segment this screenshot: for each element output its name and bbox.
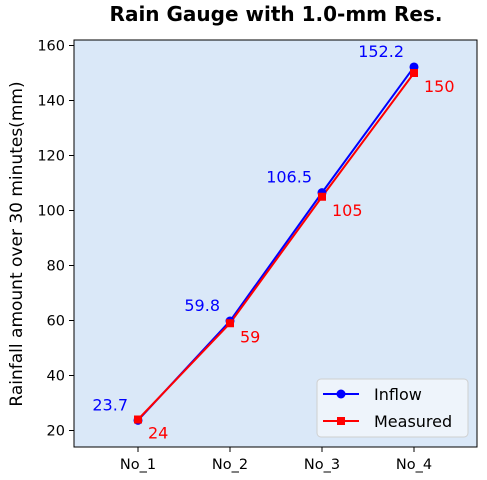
data-label-measured: 24 xyxy=(148,424,168,443)
series-layer: 23.7 59.8 106.5 152.2 24 59 105 150 xyxy=(92,42,454,443)
data-label-inflow: 23.7 xyxy=(92,395,128,414)
x-tick-label: No_3 xyxy=(304,457,340,473)
y-tick-label: 120 xyxy=(37,149,65,165)
legend-measured-marker xyxy=(337,417,345,425)
y-tick-label: 140 xyxy=(37,94,65,110)
y-tick-label: 100 xyxy=(37,204,65,220)
data-label-measured: 59 xyxy=(240,327,260,346)
data-point-measured xyxy=(410,69,418,77)
y-tick-label: 80 xyxy=(47,259,65,275)
data-label-inflow: 106.5 xyxy=(266,168,312,187)
legend-inflow-label: Inflow xyxy=(374,385,422,404)
chart-title: Rain Gauge with 1.0-mm Res. xyxy=(110,2,443,26)
data-label-measured: 150 xyxy=(424,77,455,96)
data-label-measured: 105 xyxy=(332,201,363,220)
y-tick-label: 60 xyxy=(47,314,65,330)
y-axis: 20 40 60 80 100 120 140 160 xyxy=(37,39,74,440)
x-tick-label: No_1 xyxy=(120,457,156,473)
x-tick-label: No_2 xyxy=(212,457,248,473)
y-tick-label: 40 xyxy=(47,369,65,385)
legend-inflow-marker xyxy=(336,389,346,399)
legend: Inflow Measured xyxy=(316,378,469,438)
y-axis-label: Rainfall amount over 30 minutes(mm) xyxy=(7,81,27,406)
y-tick-label: 20 xyxy=(47,424,65,440)
data-point-measured xyxy=(318,192,326,201)
series-line-measured xyxy=(137,72,415,421)
data-point-measured xyxy=(134,415,142,424)
x-axis: No_1 No_2 No_3 No_4 xyxy=(120,447,432,473)
data-label-inflow: 59.8 xyxy=(184,296,220,315)
legend-measured-label: Measured xyxy=(374,412,452,431)
x-tick-label: No_4 xyxy=(396,457,432,473)
y-tick-label: 160 xyxy=(37,39,65,55)
data-point-measured xyxy=(226,319,234,328)
data-label-inflow: 152.2 xyxy=(358,42,404,61)
